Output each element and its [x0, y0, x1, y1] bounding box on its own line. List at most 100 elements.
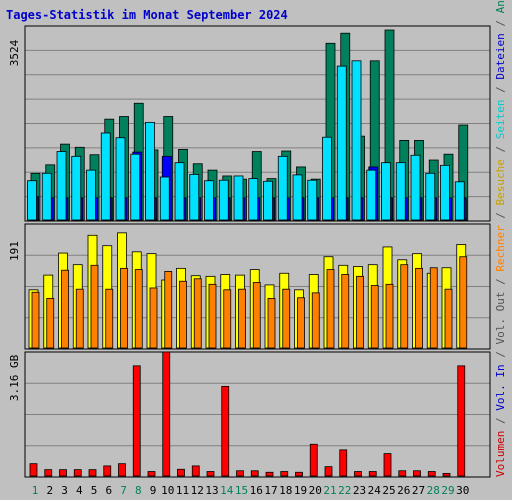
x-tick-label: 27: [412, 484, 425, 497]
x-tick-label: 28: [427, 484, 440, 497]
volumen-bar: [398, 470, 407, 477]
volumen-bar: [88, 469, 97, 477]
volumen-bar: [132, 365, 141, 477]
x-tick-label: 19: [294, 484, 307, 497]
volumen-bar: [221, 385, 230, 477]
rechner-bar: [179, 280, 187, 349]
volumen-bar: [147, 471, 156, 477]
seiten-bar: [277, 155, 288, 221]
side-legend-segment: /: [494, 411, 507, 431]
side-legend-segment: Rechner: [494, 225, 507, 272]
volumen-bar: [295, 471, 303, 477]
rechner-bar: [370, 285, 379, 349]
x-tick-label: 17: [264, 484, 277, 497]
volumen-bar: [118, 463, 126, 477]
rechner-bar: [120, 267, 128, 349]
volumen-bar: [191, 465, 200, 477]
seiten-bar: [56, 151, 67, 221]
side-legend-segment: Seiten: [494, 99, 507, 139]
volumen-bar: [73, 469, 82, 477]
seiten-bar: [130, 153, 141, 221]
seiten-bar: [263, 180, 273, 221]
seiten-bar: [366, 169, 377, 221]
seiten-bar: [292, 174, 303, 221]
volumen-bar: [442, 472, 451, 477]
volumen-bar: [162, 351, 171, 477]
x-tick-label: 7: [120, 484, 127, 497]
seiten-bar: [307, 179, 318, 221]
x-tick-label: 30: [456, 484, 469, 497]
side-legend-segment: Anfragen: [494, 0, 507, 13]
volumen-bar: [354, 471, 362, 477]
x-tick-label: 11: [176, 484, 189, 497]
volumen-bar: [236, 470, 244, 477]
side-legend-segment: Volumen: [494, 431, 507, 477]
side-legend-segment: /: [494, 13, 507, 33]
volumen-bar: [368, 471, 377, 477]
seiten-bar: [454, 181, 465, 221]
rechner-bar: [444, 288, 453, 349]
rechner-bar: [238, 288, 246, 349]
panel-border: [24, 351, 491, 478]
seiten-bar: [115, 137, 126, 221]
volumen-bar: [250, 470, 259, 477]
seiten-bar: [189, 173, 200, 221]
volumen-bar: [206, 471, 215, 477]
volumen-bar: [457, 365, 466, 477]
seiten-bar: [410, 154, 421, 221]
x-tick-label: 20: [309, 484, 322, 497]
x-tick-label: 29: [441, 484, 454, 497]
volumen-bar: [383, 453, 392, 477]
seiten-bar: [174, 162, 185, 221]
y-max-label: 3.16 GB: [8, 354, 21, 401]
side-legend-segment: /: [494, 80, 507, 100]
rechner-bar: [252, 282, 261, 349]
rechner-bar: [134, 269, 143, 349]
seiten-bar: [86, 169, 96, 221]
rechner-bar: [149, 287, 158, 349]
volumen-bar: [29, 463, 38, 477]
volumen-bar: [280, 471, 289, 477]
rechner-bar: [282, 288, 291, 349]
x-tick-label: 13: [205, 484, 218, 497]
side-legend-segment: /: [494, 345, 507, 365]
x-tick-label: 16: [250, 484, 263, 497]
x-tick-label: 1: [32, 484, 39, 497]
x-tick-label: 9: [150, 484, 157, 497]
x-tick-label: 6: [105, 484, 112, 497]
seiten-bar: [100, 132, 111, 221]
rechner-bar: [90, 264, 99, 349]
rechner-bar: [193, 278, 202, 349]
x-tick-label: 4: [76, 484, 83, 497]
seiten-bar: [248, 178, 259, 221]
seiten-bar: [159, 176, 170, 221]
seiten-bar: [71, 155, 82, 221]
seiten-bar: [218, 179, 229, 221]
side-legend-segment: Vol. Out: [494, 292, 507, 345]
rechner-bar: [429, 267, 438, 349]
volumen-bar: [177, 468, 185, 477]
x-tick-label: 2: [46, 484, 53, 497]
side-legend-segment: /: [494, 205, 507, 225]
x-tick-label: 26: [397, 484, 410, 497]
rechner-bar: [223, 289, 232, 349]
rechner-bar: [415, 267, 423, 349]
seiten-bar: [440, 164, 450, 221]
rechner-bar: [267, 297, 276, 349]
side-legend-segment: /: [494, 139, 507, 159]
rechner-bar: [75, 288, 84, 349]
x-tick-label: 21: [323, 484, 336, 497]
rechner-bar: [105, 288, 114, 349]
volumen-bar: [103, 465, 112, 477]
rechner-bar: [297, 297, 305, 349]
x-tick-label: 23: [353, 484, 366, 497]
seiten-bar: [425, 172, 436, 221]
seiten-bar: [27, 180, 37, 221]
y-max-label: 3524: [8, 39, 21, 66]
x-tick-label: 12: [191, 484, 204, 497]
rechner-bar: [385, 283, 394, 349]
seiten-bar: [41, 172, 52, 221]
volumen-bar: [44, 469, 53, 477]
